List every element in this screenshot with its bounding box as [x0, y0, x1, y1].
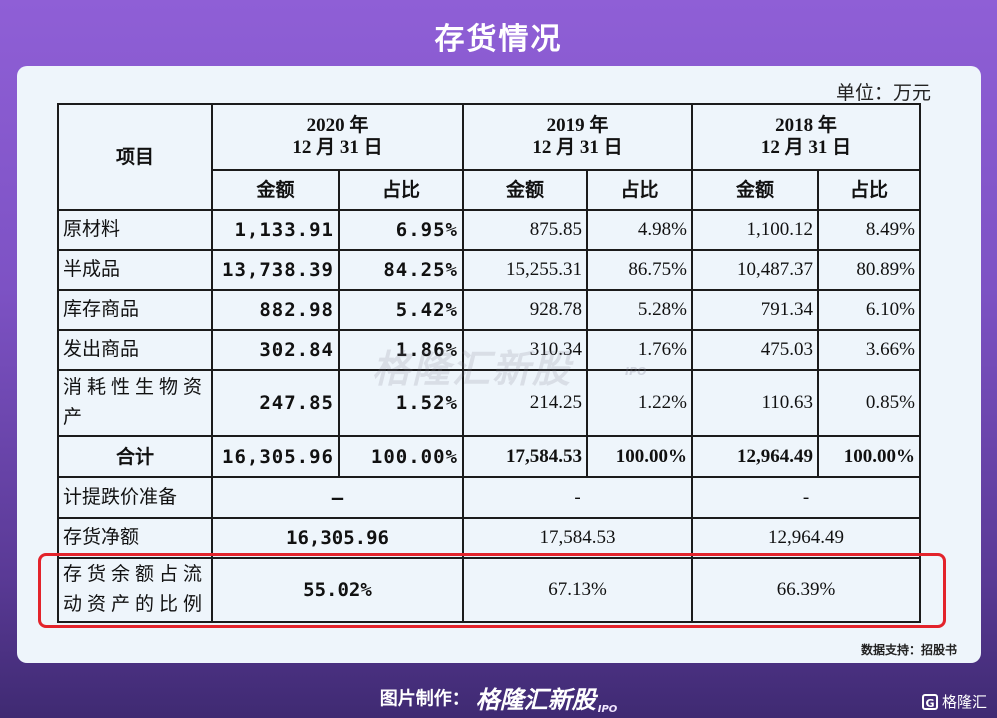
amount-2019: 15,255.31 [462, 249, 588, 291]
ratio-2020: 55.02% [211, 557, 464, 623]
row-label: 消耗性生物资产 [57, 369, 213, 437]
ratio-2019: 1.76% [586, 329, 693, 371]
total-ratio-2019: 100.00% [586, 435, 693, 478]
header-2019: 2019 年 12 月 31 日 [462, 103, 693, 171]
header-amount-2019: 金额 [462, 169, 588, 211]
page-title: 存货情况 [434, 22, 563, 57]
table-row: 消耗性生物资产 247.85 1.52% 214.25 1.22% 110.63… [57, 369, 921, 437]
total-ratio-2020: 100.00% [338, 435, 464, 478]
corner-logo: G 格隆汇 [921, 691, 987, 712]
provision-2019: - [462, 476, 693, 519]
ratio-2020: 1.52% [338, 369, 464, 437]
amount-2019: 310.34 [462, 329, 588, 371]
row-label: 发出商品 [57, 329, 213, 371]
amount-2019: 214.25 [462, 369, 588, 437]
ratio-label: 存货余额占流动资产的比例 [57, 557, 213, 623]
header-2018-year: 2018 年 [775, 115, 837, 136]
footer-brand: 格隆汇新股 [475, 686, 596, 714]
header-2020: 2020 年 12 月 31 日 [211, 103, 464, 171]
total-label: 合计 [57, 435, 213, 478]
header-ratio-2018: 占比 [817, 169, 921, 211]
footer: 图片制作： 格隆汇新股 IPO [0, 680, 997, 715]
total-amount-2018: 12,964.49 [691, 435, 819, 478]
ratio-2018: 6.10% [817, 289, 921, 331]
provision-label: 计提跌价准备 [57, 476, 213, 519]
header-2018-date: 12 月 31 日 [760, 137, 852, 158]
header-ratio-2020: 占比 [338, 169, 464, 211]
header-amount-2018: 金额 [691, 169, 819, 211]
net-2020: 16,305.96 [211, 517, 464, 559]
header-2020-date: 12 月 31 日 [292, 137, 383, 158]
amount-2020: 13,738.39 [211, 249, 340, 291]
provision-2020: – [211, 476, 464, 519]
header-item: 项目 [57, 103, 213, 211]
amount-2018: 110.63 [691, 369, 819, 437]
highlight-box [38, 553, 946, 628]
footer-ipo: IPO [597, 704, 618, 715]
ratio-2019: 67.13% [462, 557, 693, 623]
table-row: 半成品 13,738.39 84.25% 15,255.31 86.75% 10… [57, 249, 921, 291]
header-row-years: 项目 2020 年 12 月 31 日 2019 年 12 月 31 日 201… [57, 103, 921, 211]
header-2019-year: 2019 年 [546, 115, 609, 136]
ratio-2018: 3.66% [817, 329, 921, 371]
net-2018: 12,964.49 [691, 517, 921, 559]
inventory-table: 项目 2020 年 12 月 31 日 2019 年 12 月 31 日 201… [57, 103, 921, 623]
amount-2018: 791.34 [691, 289, 819, 331]
amount-2019: 875.85 [462, 209, 588, 251]
g-logo-icon: G [921, 693, 938, 710]
total-amount-2020: 16,305.96 [211, 435, 340, 478]
amount-2018: 1,100.12 [691, 209, 819, 251]
header-2020-year: 2020 年 [306, 115, 369, 136]
amount-2020: 1,133.91 [211, 209, 340, 251]
header-2019-date: 12 月 31 日 [532, 137, 623, 158]
ratio-2019: 1.22% [586, 369, 693, 437]
row-label: 库存商品 [57, 289, 213, 331]
ratio-2019: 4.98% [586, 209, 693, 251]
amount-2018: 10,487.37 [691, 249, 819, 291]
amount-2020: 247.85 [211, 369, 340, 437]
table-row: 库存商品 882.98 5.42% 928.78 5.28% 791.34 6.… [57, 289, 921, 331]
net-2019: 17,584.53 [462, 517, 693, 559]
unit-label: 单位：万元 [835, 83, 931, 104]
header-ratio-2019: 占比 [586, 169, 693, 211]
ratio-2019: 86.75% [586, 249, 693, 291]
total-amount-2019: 17,584.53 [462, 435, 588, 478]
row-label: 原材料 [57, 209, 213, 251]
ratio-2020: 1.86% [338, 329, 464, 371]
total-ratio-2018: 100.00% [817, 435, 921, 478]
provision-row: 计提跌价准备 – - - [57, 476, 921, 519]
table-row: 发出商品 302.84 1.86% 310.34 1.76% 475.03 3.… [57, 329, 921, 371]
ratio-row: 存货余额占流动资产的比例 55.02% 67.13% 66.39% [57, 557, 921, 623]
ratio-2018: 80.89% [817, 249, 921, 291]
header-amount-2020: 金额 [211, 169, 340, 211]
total-row: 合计 16,305.96 100.00% 17,584.53 100.00% 1… [57, 435, 921, 478]
watermark: 格隆汇新股 [372, 347, 573, 391]
amount-2018: 475.03 [691, 329, 819, 371]
footer-made-by: 图片制作： [379, 688, 470, 710]
table-row: 原材料 1,133.91 6.95% 875.85 4.98% 1,100.12… [57, 209, 921, 251]
source-note: 数据支持：招股书 [860, 643, 957, 657]
provision-2018: - [691, 476, 921, 519]
ratio-2018: 8.49% [817, 209, 921, 251]
amount-2020: 882.98 [211, 289, 340, 331]
header-row-columns: 金额 占比 金额 占比 金额 占比 [58, 169, 921, 211]
row-label: 半成品 [57, 249, 213, 291]
ratio-2020: 6.95% [338, 209, 464, 251]
ratio-2020: 5.42% [338, 289, 464, 331]
amount-2020: 302.84 [211, 329, 340, 371]
corner-logo-text: 格隆汇 [941, 693, 987, 711]
net-row: 存货净额 16,305.96 17,584.53 12,964.49 [57, 517, 921, 559]
ratio-2020: 84.25% [338, 249, 464, 291]
ratio-2019: 5.28% [586, 289, 693, 331]
net-label: 存货净额 [57, 517, 213, 559]
ratio-2018: 0.85% [817, 369, 921, 437]
ratio-2018: 66.39% [691, 557, 921, 623]
watermark-ipo: IPO [625, 365, 647, 378]
amount-2019: 928.78 [462, 289, 588, 331]
header-2018: 2018 年 12 月 31 日 [691, 103, 921, 171]
